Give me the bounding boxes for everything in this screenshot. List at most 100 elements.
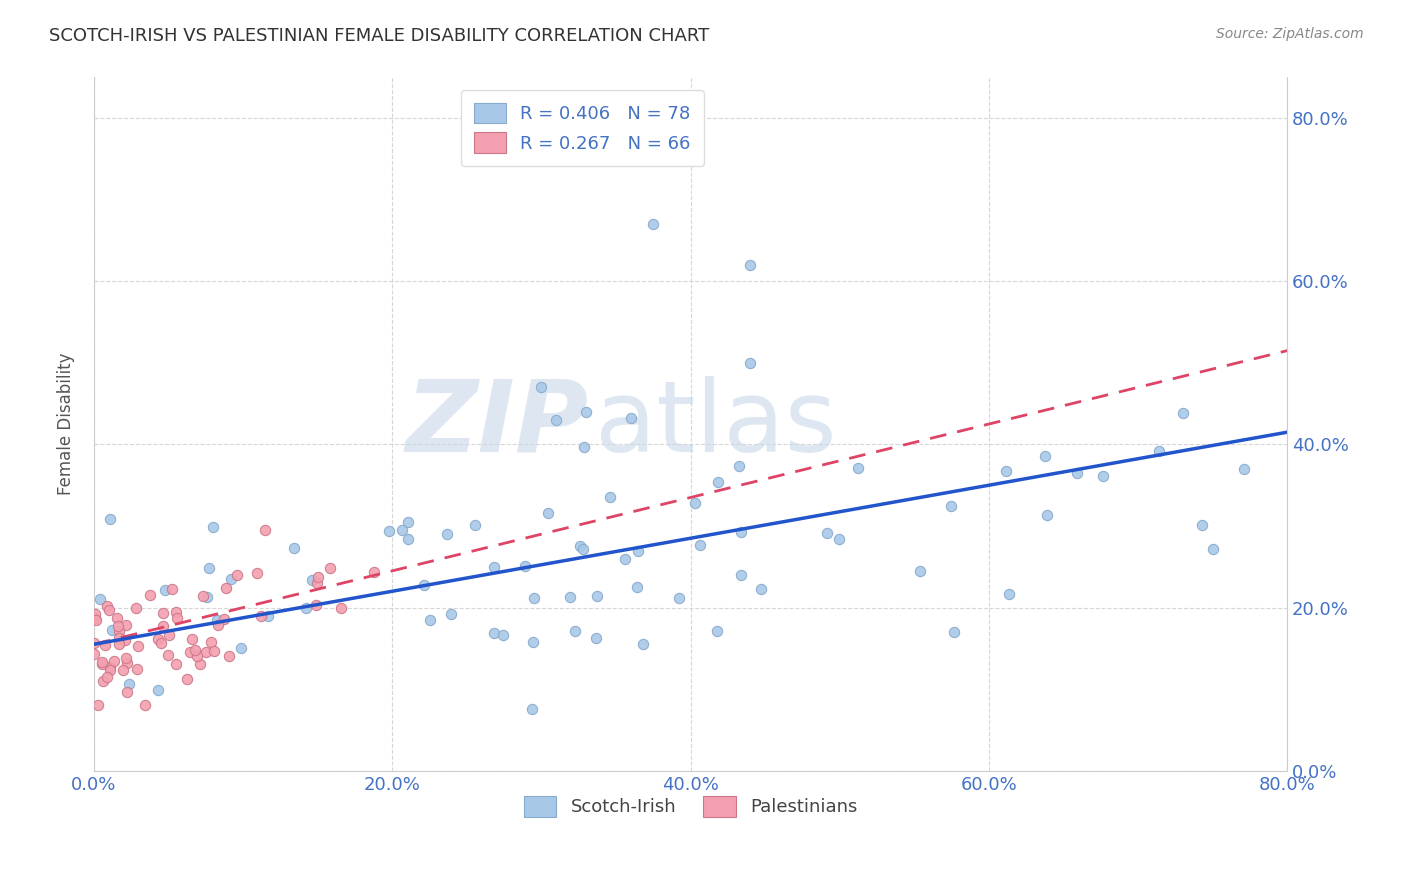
Point [620, 410, 643, 425]
Point [939, 499, 962, 513]
Point [105, 611, 128, 625]
Point [195, 590, 218, 604]
Point [575, 405, 598, 419]
Point [191, 590, 214, 604]
Point [1171, 406, 1194, 420]
Point [643, 217, 665, 231]
Point [186, 648, 208, 663]
Point [98, 663, 121, 677]
Point [522, 635, 544, 649]
Point [730, 525, 752, 540]
Point [112, 663, 135, 677]
Point [107, 624, 129, 638]
Point [103, 654, 125, 668]
Point [152, 606, 174, 620]
Point [482, 625, 505, 640]
Legend: Scotch-Irish, Palestinians: Scotch-Irish, Palestinians [516, 789, 865, 824]
Point [439, 607, 461, 622]
Point [363, 566, 385, 580]
Point [995, 464, 1018, 478]
Point [254, 523, 277, 537]
Point [283, 541, 305, 555]
Point [599, 490, 621, 504]
Point [396, 533, 419, 547]
Point [307, 569, 329, 583]
Text: SCOTCH-IRISH VS PALESTINIAN FEMALE DISABILITY CORRELATION CHART: SCOTCH-IRISH VS PALESTINIAN FEMALE DISAB… [49, 27, 710, 45]
Point [202, 519, 225, 533]
Point [391, 524, 413, 538]
Point [115, 651, 138, 665]
Point [707, 475, 730, 490]
Point [115, 684, 138, 698]
Point [157, 628, 180, 642]
Point [378, 524, 401, 538]
Point [523, 591, 546, 605]
Point [413, 578, 436, 592]
Point [668, 591, 690, 606]
Point [93, 673, 115, 688]
Point [179, 645, 201, 659]
Point [256, 609, 278, 624]
Point [139, 588, 162, 602]
Point [631, 637, 654, 651]
Point [464, 518, 486, 533]
Point [229, 641, 252, 656]
Point [396, 516, 419, 530]
Point [96, 599, 118, 613]
Point [89, 592, 111, 607]
Point [419, 613, 441, 627]
Point [84, 607, 107, 622]
Point [749, 582, 772, 596]
Point [626, 580, 648, 594]
Point [200, 635, 222, 649]
Point [214, 612, 236, 626]
Point [184, 643, 207, 657]
Point [214, 581, 236, 595]
Point [319, 561, 342, 575]
Point [83, 610, 105, 624]
Point [207, 618, 229, 632]
Point [1233, 461, 1256, 475]
Point [943, 624, 966, 639]
Point [118, 677, 141, 691]
Point [828, 532, 851, 546]
Point [546, 413, 568, 427]
Point [572, 440, 595, 454]
Point [180, 632, 202, 646]
Point [86, 698, 108, 713]
Point [250, 608, 273, 623]
Point [846, 460, 869, 475]
Point [148, 682, 170, 697]
Point [195, 644, 218, 658]
Point [202, 644, 225, 658]
Point [98, 660, 121, 674]
Point [207, 613, 229, 627]
Point [160, 582, 183, 597]
Point [1036, 508, 1059, 522]
Point [107, 619, 129, 633]
Point [197, 561, 219, 575]
Point [522, 701, 544, 715]
Point [165, 657, 187, 672]
Point [998, 587, 1021, 601]
Point [564, 624, 586, 638]
Point [97, 603, 120, 617]
Point [246, 566, 269, 580]
Point [482, 560, 505, 574]
Text: atlas: atlas [595, 376, 837, 473]
Point [114, 618, 136, 632]
Point [83, 647, 105, 661]
Point [155, 582, 177, 597]
Point [585, 589, 607, 603]
Point [152, 619, 174, 633]
Point [571, 542, 593, 557]
Point [107, 631, 129, 645]
Point [91, 655, 114, 669]
Point [1147, 444, 1170, 458]
Point [730, 568, 752, 582]
Point [84, 613, 107, 627]
Point [558, 590, 581, 604]
Point [146, 632, 169, 646]
Point [114, 632, 136, 647]
Point [101, 623, 124, 637]
